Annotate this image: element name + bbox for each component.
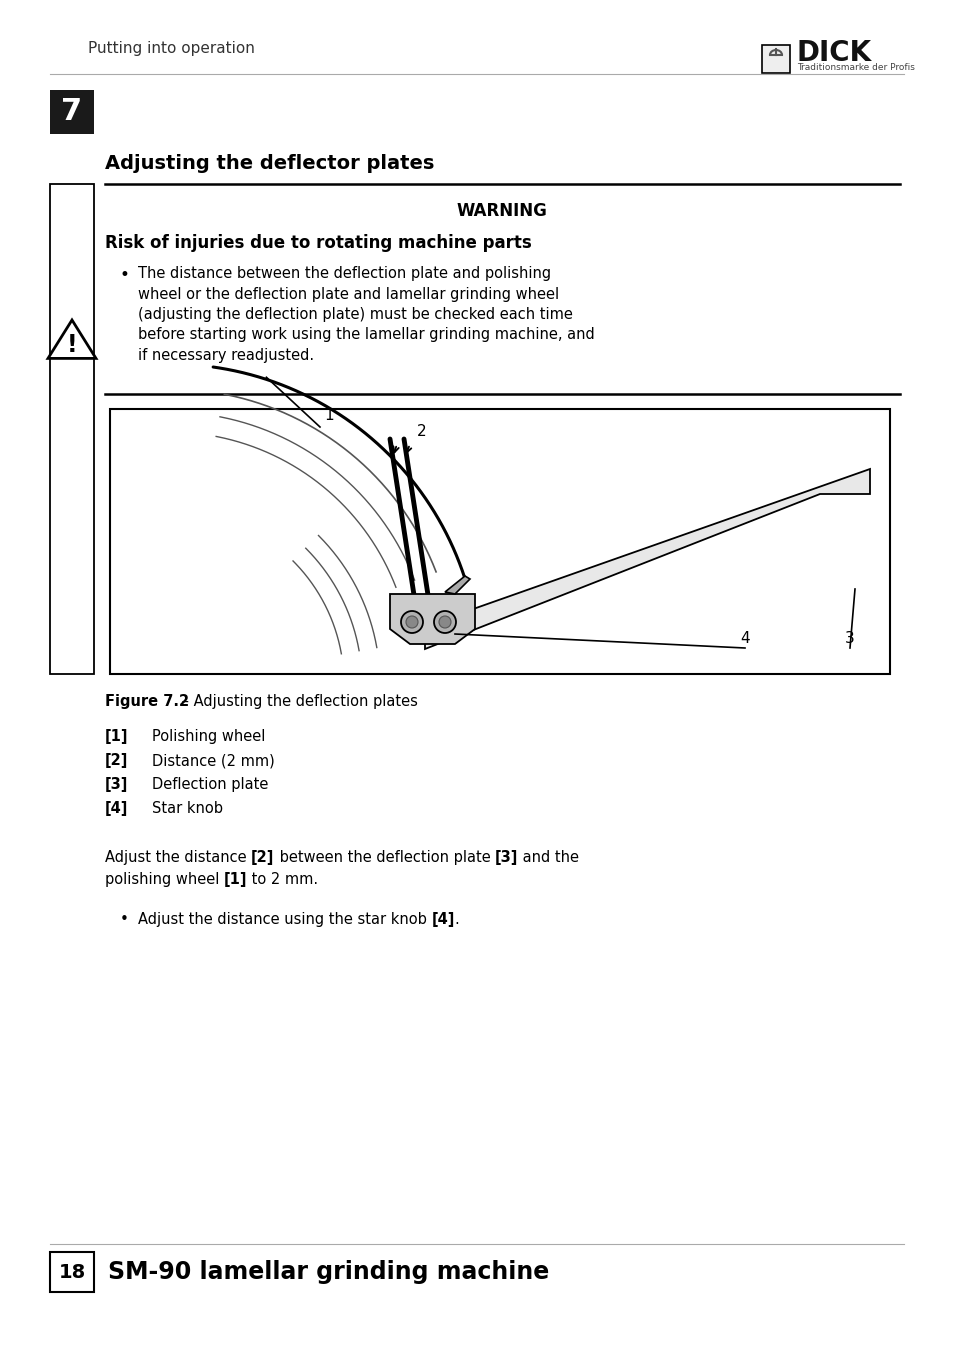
Text: Adjust the distance: Adjust the distance [105,850,251,865]
Text: •: • [120,265,130,284]
Text: Distance (2 mm): Distance (2 mm) [152,753,274,768]
Text: 7: 7 [61,97,83,126]
Circle shape [406,616,417,628]
Circle shape [438,616,451,628]
Text: DICK: DICK [796,39,871,66]
Text: Deflection plate: Deflection plate [152,777,268,792]
Text: before starting work using the lamellar grinding machine, and: before starting work using the lamellar … [138,328,594,343]
Polygon shape [390,594,475,645]
Text: .: . [455,913,459,927]
Circle shape [434,611,456,634]
Text: 2: 2 [416,424,426,439]
Text: wheel or the deflection plate and lamellar grinding wheel: wheel or the deflection plate and lamell… [138,287,558,302]
Text: [2]: [2] [105,753,129,768]
Text: 18: 18 [58,1262,86,1281]
Text: [3]: [3] [105,777,129,792]
Text: The distance between the deflection plate and polishing: The distance between the deflection plat… [138,265,551,282]
Text: polishing wheel: polishing wheel [105,872,224,887]
Text: to 2 mm.: to 2 mm. [247,872,318,887]
Text: (adjusting the deflection plate) must be checked each time: (adjusting the deflection plate) must be… [138,307,572,322]
Text: [4]: [4] [105,802,129,816]
Polygon shape [424,468,869,649]
Text: Traditionsmarke der Profis: Traditionsmarke der Profis [796,64,914,73]
Circle shape [400,611,422,634]
Polygon shape [444,575,470,594]
Text: !: ! [67,333,77,357]
Text: Adjusting the deflector plates: Adjusting the deflector plates [105,154,434,173]
Text: [2]: [2] [251,850,274,865]
Text: 1: 1 [324,408,334,422]
Text: – Adjusting the deflection plates: – Adjusting the deflection plates [177,695,417,709]
Text: Polishing wheel: Polishing wheel [152,728,265,743]
Text: [3]: [3] [495,850,517,865]
Text: [4]: [4] [431,913,455,927]
Text: and the: and the [517,850,578,865]
Text: WARNING: WARNING [456,202,547,219]
Text: Putting into operation: Putting into operation [88,42,254,57]
Polygon shape [48,320,96,359]
Bar [50,184,94,674]
Bar [110,409,889,674]
Text: Risk of injuries due to rotating machine parts: Risk of injuries due to rotating machine… [105,234,531,252]
Text: [1]: [1] [105,728,129,743]
Text: Adjust the distance using the star knob: Adjust the distance using the star knob [138,913,431,927]
Text: 3: 3 [844,631,854,646]
Text: Star knob: Star knob [152,802,223,816]
Text: if necessary readjusted.: if necessary readjusted. [138,348,314,363]
Text: Figure 7.2: Figure 7.2 [105,695,189,709]
Text: [1]: [1] [224,872,247,887]
Bar [761,45,789,73]
Text: between the deflection plate: between the deflection plate [274,850,495,865]
Bar [50,1252,94,1292]
Text: 4: 4 [740,631,749,646]
Bar [50,89,94,134]
Text: SM-90 lamellar grinding machine: SM-90 lamellar grinding machine [108,1261,549,1284]
Text: •: • [120,913,129,927]
